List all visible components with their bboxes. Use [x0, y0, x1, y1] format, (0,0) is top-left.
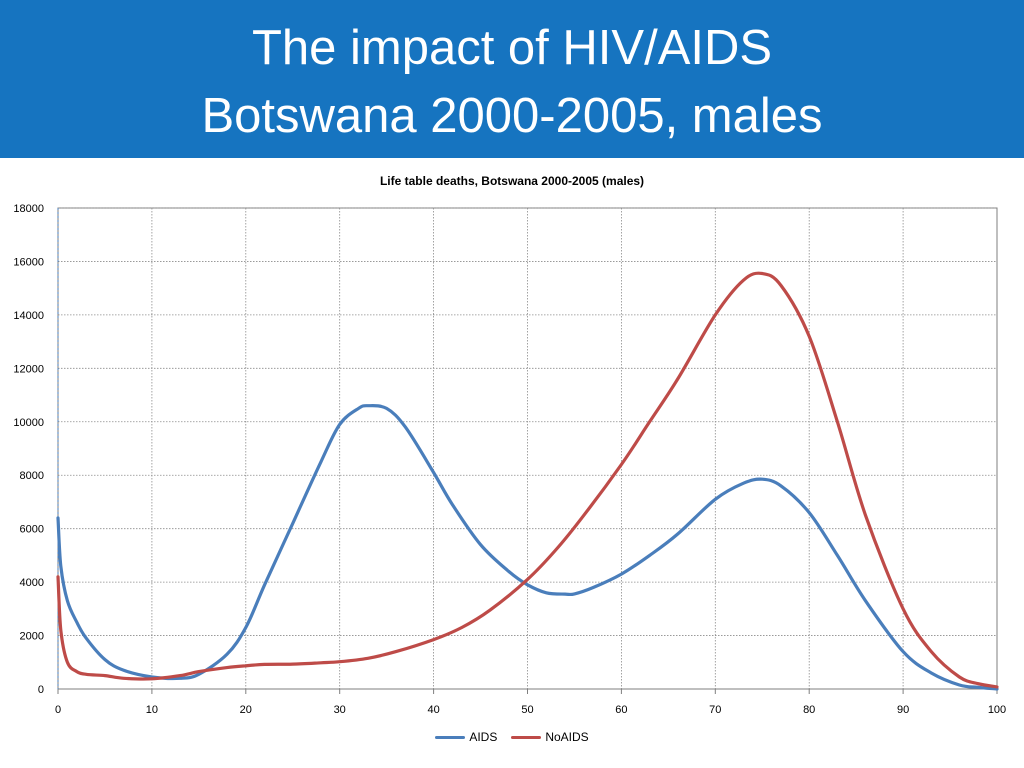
- x-tick-label: 90: [897, 704, 909, 716]
- title-banner: The impact of HIV/AIDS Botswana 2000-200…: [0, 0, 1024, 158]
- chart-title: Life table deaths, Botswana 2000-2005 (m…: [379, 174, 645, 188]
- legend-swatch-aids: [435, 735, 466, 739]
- legend-label-aids: AIDS: [469, 730, 498, 744]
- chart-legend: AIDS NoAIDS: [0, 730, 1024, 744]
- slide-title-line-1: The impact of HIV/AIDS: [251, 21, 773, 75]
- legend-label-noaids: NoAIDS: [545, 730, 589, 744]
- x-tick-label: 10: [146, 704, 158, 716]
- x-tick-label: 30: [334, 704, 346, 716]
- x-tick-label: 60: [615, 704, 627, 716]
- y-tick-label: 14000: [13, 310, 44, 322]
- y-tick-label: 10000: [13, 417, 44, 429]
- legend-item-noaids: NoAIDS: [511, 730, 589, 744]
- x-tick-label: 50: [521, 704, 533, 716]
- slide-title-line-2: Botswana 2000-2005, males: [201, 89, 823, 143]
- legend-item-aids: AIDS: [435, 730, 497, 744]
- y-tick-label: 16000: [13, 256, 44, 268]
- y-tick-label: 6000: [20, 524, 44, 536]
- x-tick-label: 0: [55, 704, 61, 716]
- legend-swatch-noaids: [511, 735, 542, 739]
- series-line-noaids: [56, 271, 999, 689]
- x-tick-label: 80: [803, 704, 815, 716]
- y-tick-label: 18000: [13, 203, 44, 215]
- x-tick-label: 70: [709, 704, 721, 716]
- x-tick-label: 20: [240, 704, 252, 716]
- y-tick-label: 0: [38, 684, 44, 696]
- y-tick-label: 4000: [20, 577, 44, 589]
- y-tick-label: 2000: [20, 631, 44, 643]
- y-tick-label: 12000: [13, 363, 44, 375]
- x-tick-label: 40: [427, 704, 439, 716]
- y-tick-label: 8000: [20, 470, 44, 482]
- x-tick-label: 100: [988, 704, 1006, 716]
